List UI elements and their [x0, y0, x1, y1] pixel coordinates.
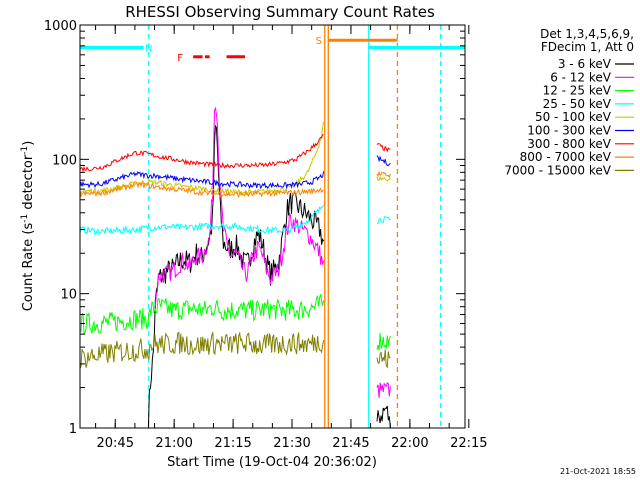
series-line-7: [79, 181, 324, 199]
legend: Det 1,3,4,5,6,9, FDecim 1, Att 0 3 - 6 k…: [504, 27, 634, 177]
legend-label-6: 300 - 800 keV: [527, 137, 611, 151]
x-tick-label-0: 20:45: [97, 436, 134, 451]
series-line-3: [79, 204, 325, 236]
series-line-2-segment-0: [376, 332, 391, 351]
series-line-6-segment-0: [376, 143, 391, 153]
chart-title: RHESSI Observing Summary Count Rates: [125, 3, 435, 21]
axes: 1 10 100 1000 20:45 21:00 21:15 21:30 21:45 22:00…: [44, 19, 488, 451]
flag-label-F: F: [177, 53, 183, 64]
legend-header-line-1: Det 1,3,4,5,6,9,: [540, 27, 634, 41]
flag-label-S: S: [316, 36, 322, 47]
series-line-5: [79, 170, 325, 190]
series-line-0-segment-0: [376, 405, 391, 429]
series-line-1: [154, 106, 325, 307]
legend-label-5: 100 - 300 keV: [527, 124, 611, 138]
series-line-8: [79, 331, 325, 369]
x-tick-label-6: 22:15: [450, 436, 487, 451]
legend-header-line-2: FDecim 1, Att 0: [541, 40, 634, 54]
series-line-3-segment-0: [376, 215, 391, 224]
legend-label-2: 12 - 25 keV: [543, 84, 612, 98]
series-line-8-segment-0: [376, 349, 391, 369]
x-tick-label-4: 21:45: [332, 436, 369, 451]
render-timestamp: 21-Oct-2021 18:55: [560, 467, 636, 476]
series-line-4: [79, 121, 325, 197]
y-tick-label-2: 100: [52, 153, 77, 168]
x-tick-label-2: 21:15: [214, 436, 251, 451]
flag-label-N: N: [145, 43, 152, 54]
x-axis-label: Start Time (19-Oct-04 20:36:02): [167, 455, 377, 470]
x-tick-label-5: 22:00: [391, 436, 428, 451]
series-line-7-segment-0: [376, 170, 391, 178]
y-axis-label: Count Rate (s-1 detector-1): [20, 141, 36, 312]
legend-label-1: 6 - 12 keV: [550, 70, 612, 84]
plot-area: N F S: [79, 25, 465, 429]
x-tick-label-3: 21:30: [273, 436, 310, 451]
series-line-5-segment-0: [376, 155, 391, 167]
y-tick-label-0: 1: [69, 422, 77, 437]
legend-label-4: 50 - 100 keV: [535, 110, 612, 124]
series-line-1-segment-0: [376, 382, 391, 399]
x-tick-label-1: 21:00: [155, 436, 192, 451]
series-line-4-segment-0: [376, 175, 391, 182]
series-line-2: [79, 294, 325, 334]
legend-label-3: 25 - 50 keV: [543, 97, 612, 111]
y-tick-label-1: 10: [60, 288, 77, 303]
legend-label-0: 3 - 6 keV: [558, 57, 612, 71]
legend-label-7: 800 - 7000 keV: [520, 150, 612, 164]
legend-label-8: 7000 - 15000 keV: [504, 163, 611, 177]
series-line-6: [79, 134, 324, 173]
y-tick-label-3: 1000: [44, 19, 77, 34]
